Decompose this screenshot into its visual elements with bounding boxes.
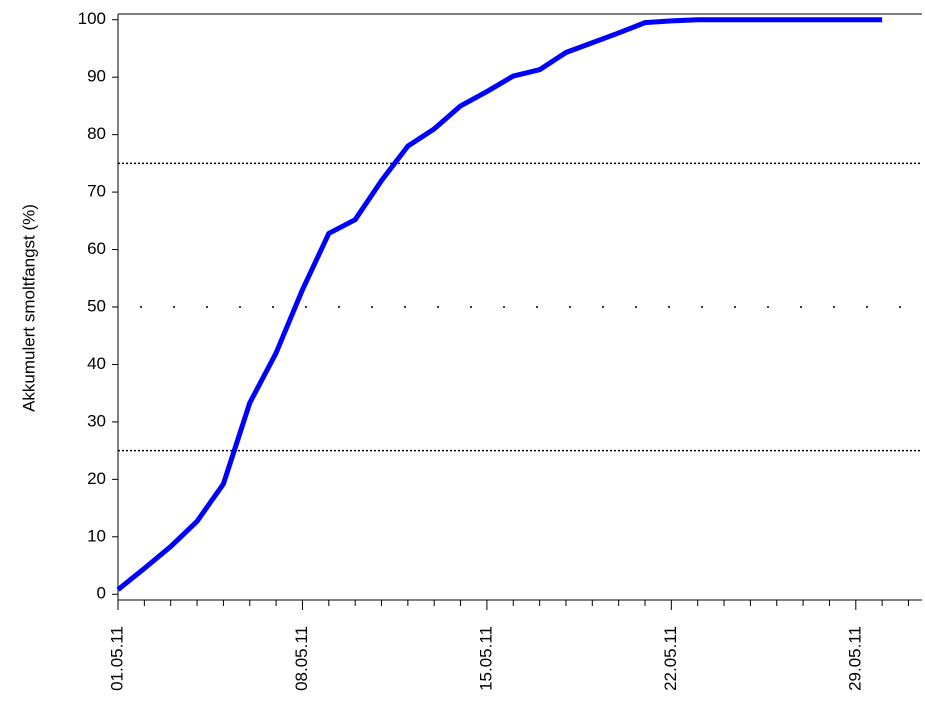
y-tick-label: 50 (87, 296, 106, 315)
x-tick-label: 08.05.11 (292, 626, 311, 691)
y-tick-label: 0 (97, 584, 106, 603)
y-tick-label: 90 (87, 67, 106, 86)
x-tick-label: 15.05.11 (476, 626, 495, 691)
x-tick-label: 29.05.11 (845, 626, 864, 691)
y-tick-label: 20 (87, 469, 106, 488)
y-tick-label: 30 (87, 411, 106, 430)
y-tick-label: 60 (87, 239, 106, 258)
y-tick-label: 70 (87, 182, 106, 201)
data-line (116, 17, 883, 592)
y-tick-label: 40 (87, 354, 106, 373)
x-tick-label: 01.05.11 (107, 626, 126, 691)
x-tick-label: 22.05.11 (661, 626, 680, 691)
y-tick-label: 100 (78, 9, 106, 28)
y-tick-label: 10 (87, 526, 106, 545)
y-tick-label: 80 (87, 124, 106, 143)
y-axis-label: Akkumulert smoltfangst (%) (19, 204, 38, 412)
